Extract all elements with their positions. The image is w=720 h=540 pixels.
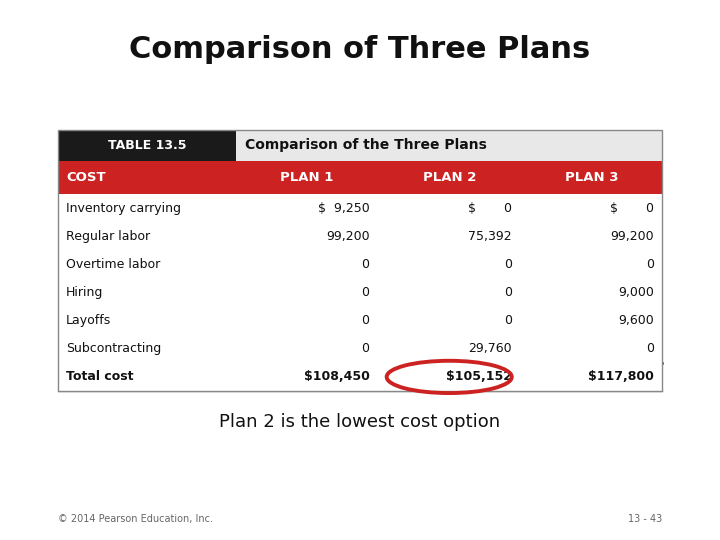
Text: Regular labor: Regular labor bbox=[66, 230, 150, 243]
Text: COST: COST bbox=[66, 171, 106, 184]
Text: 99,200: 99,200 bbox=[326, 230, 369, 243]
Text: 0: 0 bbox=[646, 342, 654, 355]
Text: PLAN 2: PLAN 2 bbox=[423, 171, 476, 184]
Text: 75,392: 75,392 bbox=[468, 230, 512, 243]
Text: 0: 0 bbox=[361, 314, 369, 327]
Text: Comparison of the Three Plans: Comparison of the Three Plans bbox=[245, 138, 487, 152]
Text: 0: 0 bbox=[503, 258, 512, 271]
Text: Plan 2 is the lowest cost option: Plan 2 is the lowest cost option bbox=[220, 413, 500, 430]
Text: © 2014 Pearson Education, Inc.: © 2014 Pearson Education, Inc. bbox=[58, 514, 212, 524]
Text: $105,152: $105,152 bbox=[446, 370, 512, 383]
Text: 13 - 43: 13 - 43 bbox=[628, 514, 662, 524]
Text: 0: 0 bbox=[646, 258, 654, 271]
Text: PLAN 3: PLAN 3 bbox=[564, 171, 618, 184]
Text: Hiring: Hiring bbox=[66, 286, 104, 299]
Text: 0: 0 bbox=[503, 286, 512, 299]
Text: 29,760: 29,760 bbox=[468, 342, 512, 355]
Text: 0: 0 bbox=[503, 314, 512, 327]
Text: 0: 0 bbox=[361, 342, 369, 355]
Text: 99,200: 99,200 bbox=[610, 230, 654, 243]
Text: Subcontracting: Subcontracting bbox=[66, 342, 161, 355]
Text: $108,450: $108,450 bbox=[304, 370, 369, 383]
Text: Comparison of Three Plans: Comparison of Three Plans bbox=[130, 35, 590, 64]
Text: TABLE 13.5: TABLE 13.5 bbox=[107, 139, 186, 152]
Text: 0: 0 bbox=[361, 286, 369, 299]
Text: 9,000: 9,000 bbox=[618, 286, 654, 299]
Text: $       0: $ 0 bbox=[610, 202, 654, 215]
Text: 0: 0 bbox=[361, 258, 369, 271]
Text: Inventory carrying: Inventory carrying bbox=[66, 202, 181, 215]
Text: $       0: $ 0 bbox=[467, 202, 512, 215]
Text: $117,800: $117,800 bbox=[588, 370, 654, 383]
Text: $  9,250: $ 9,250 bbox=[318, 202, 369, 215]
Text: 9,600: 9,600 bbox=[618, 314, 654, 327]
Text: Total cost: Total cost bbox=[66, 370, 134, 383]
Text: PLAN 1: PLAN 1 bbox=[280, 171, 334, 184]
Text: Layoffs: Layoffs bbox=[66, 314, 112, 327]
Text: Overtime labor: Overtime labor bbox=[66, 258, 161, 271]
